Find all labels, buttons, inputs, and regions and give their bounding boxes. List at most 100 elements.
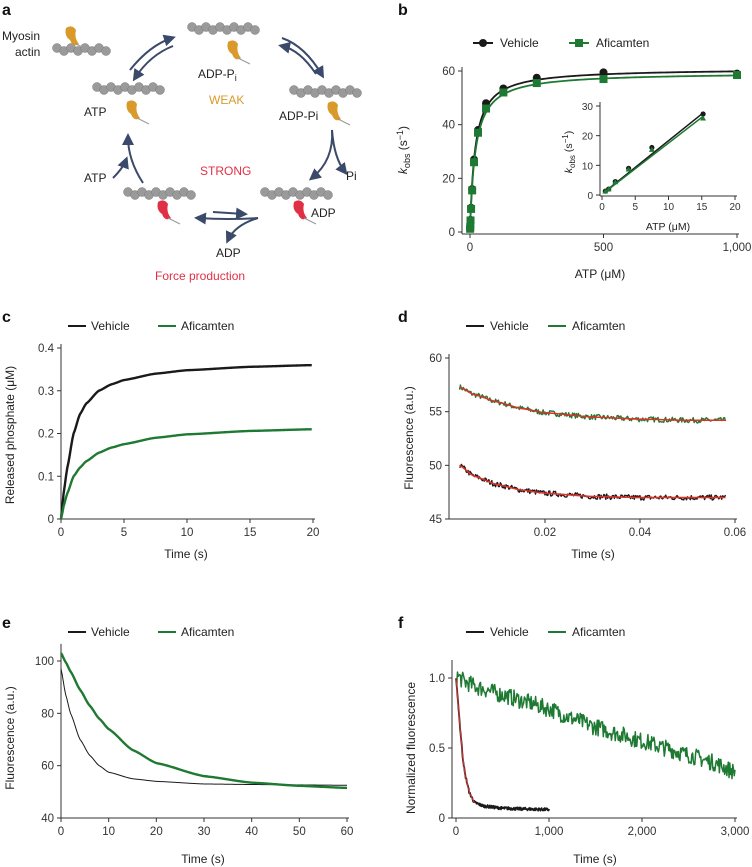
d-x-tick-label: 0.02 <box>534 527 556 539</box>
b-point-aficamten <box>499 88 508 97</box>
e-x-tick-label: 60 <box>341 826 354 838</box>
f-y-tick-label: 0 <box>439 813 445 825</box>
b-inset-fit-aficamten <box>603 115 704 194</box>
b-inset-point-vehicle <box>700 111 706 117</box>
legend-aficamten: Aficamten <box>181 625 234 639</box>
panel-label-f: f <box>398 615 404 632</box>
legend-aficamten: Aficamten <box>572 319 625 333</box>
f-ylabel: Normalized fluorescence <box>404 682 418 814</box>
c-axes: 0 5 10 15 20 0 0.1 0.2 0.3 0.4 <box>38 343 319 539</box>
cycle-arrow <box>194 212 259 225</box>
d-trace-aficamten <box>458 384 727 424</box>
actin-filament <box>187 22 260 35</box>
b-x-tick-label: 500 <box>594 242 613 254</box>
b-point-aficamten <box>467 204 476 213</box>
b-inset-point-aficamten <box>625 166 632 172</box>
d-axes: 0.02 0.04 0.06 45 50 55 60 <box>429 353 746 539</box>
b-y-tick-label: 0 <box>449 227 455 239</box>
b-point-aficamten <box>482 104 491 113</box>
c-legend: Vehicle Aficamten <box>68 319 234 333</box>
d-y-tick-label: 45 <box>429 514 442 526</box>
b-point-aficamten <box>466 222 475 231</box>
d-trace-vehicle <box>459 463 727 501</box>
cycle-arrow <box>129 34 176 71</box>
actin-monomer <box>186 190 196 200</box>
b-x-tick-label: 0 <box>467 242 473 254</box>
c-ylabel: Released phosphate (μM) <box>3 366 17 504</box>
b-inset-y-tick-label: 30 <box>582 102 594 113</box>
b-y-tick-label: 40 <box>442 120 455 132</box>
b-inset-x-tick-label: 0 <box>599 202 605 213</box>
f-x-tick-label: 1,000 <box>535 826 564 838</box>
cycle-arrow <box>278 41 317 75</box>
e-y-tick-label: 100 <box>35 656 54 668</box>
myosin-tail <box>75 43 89 51</box>
b-point-aficamten <box>733 71 741 80</box>
legend-aficamten: Aficamten <box>572 625 625 639</box>
c-xlabel: Time (s) <box>164 547 208 561</box>
b-inset-y-tick-label: 0 <box>587 191 593 202</box>
d-legend: Vehicle Aficamten <box>466 319 625 333</box>
panel-label-d: d <box>398 309 408 326</box>
c-x-tick-label: 0 <box>58 527 64 539</box>
e-x-tick-label: 50 <box>293 826 306 838</box>
b-point-aficamten <box>474 128 483 137</box>
c-x-tick-label: 10 <box>181 527 194 539</box>
b-point-aficamten <box>532 79 541 88</box>
d-ylabel: Fluorescence (a.u.) <box>402 386 416 489</box>
b-xlabel: ATP (μM) <box>575 267 625 281</box>
b-inset-x-tick-label: 15 <box>696 202 708 213</box>
panel-label-a: a <box>2 2 11 19</box>
b-inset-x-tick-label: 20 <box>729 202 741 213</box>
cycle-arrow <box>281 37 325 79</box>
b-inset-point-aficamten <box>605 186 612 192</box>
myosin-strong <box>157 200 181 225</box>
f-fit-vehicle <box>455 677 476 803</box>
adp-state-label: ADP <box>311 206 336 220</box>
b-y-tick-label: 20 <box>442 173 455 185</box>
d-x-tick-label: 0.06 <box>724 527 746 539</box>
myosin-head <box>126 100 140 120</box>
panel-label-b: b <box>398 2 408 19</box>
panel-label-e: e <box>2 615 11 632</box>
crossbridge-cycle-diagram: Myosin actin ADP-Pi WEAK ATP ADP-Pi Pi A… <box>2 22 362 283</box>
e-y-tick-label: 80 <box>41 708 54 720</box>
myosin-tail <box>303 217 317 225</box>
myosin-weak <box>227 40 251 65</box>
myosin-weak <box>327 101 351 126</box>
b-ylabel: kobs (s−1) <box>395 126 412 174</box>
b-inset-point-aficamten <box>612 179 619 185</box>
adp-pi-right-label: ADP-Pi <box>279 109 318 123</box>
myosin-tail <box>237 57 251 65</box>
myosin-head <box>65 26 79 46</box>
actin-monomer <box>250 25 260 35</box>
legend-vehicle: Vehicle <box>490 625 529 639</box>
b-inset-point-aficamten <box>648 146 655 152</box>
f-y-tick-label: 1.0 <box>429 673 445 685</box>
d-y-tick-label: 60 <box>429 353 442 365</box>
d-fit-aficamten <box>459 386 726 422</box>
f-y-tick-label: 0.5 <box>429 743 445 755</box>
actin-filament <box>92 82 165 95</box>
e-x-tick-label: 0 <box>58 826 64 838</box>
b-point-aficamten <box>599 75 608 84</box>
actin-monomer <box>352 88 362 98</box>
actin-monomer <box>155 85 165 95</box>
c-y-tick-label: 0 <box>48 514 54 526</box>
b-fit-aficamten <box>469 74 738 233</box>
f-legend: Vehicle Aficamten <box>466 625 625 639</box>
c-y-tick-label: 0.4 <box>38 343 55 355</box>
c-x-tick-label: 5 <box>121 527 127 539</box>
myosin-label: Myosin <box>2 29 40 43</box>
cycle-arrow <box>308 129 334 181</box>
b-inset-point-aficamten <box>700 115 707 121</box>
pi-label: Pi <box>346 169 357 183</box>
legend-aficamten: Aficamten <box>181 319 234 333</box>
cycle-arrow <box>331 129 348 176</box>
cycle-arrow <box>122 133 144 184</box>
b-inset-x-tick-label: 5 <box>632 202 638 213</box>
myosin-head <box>327 101 341 121</box>
e-x-tick-label: 20 <box>150 826 163 838</box>
b-point-aficamten <box>468 186 477 195</box>
